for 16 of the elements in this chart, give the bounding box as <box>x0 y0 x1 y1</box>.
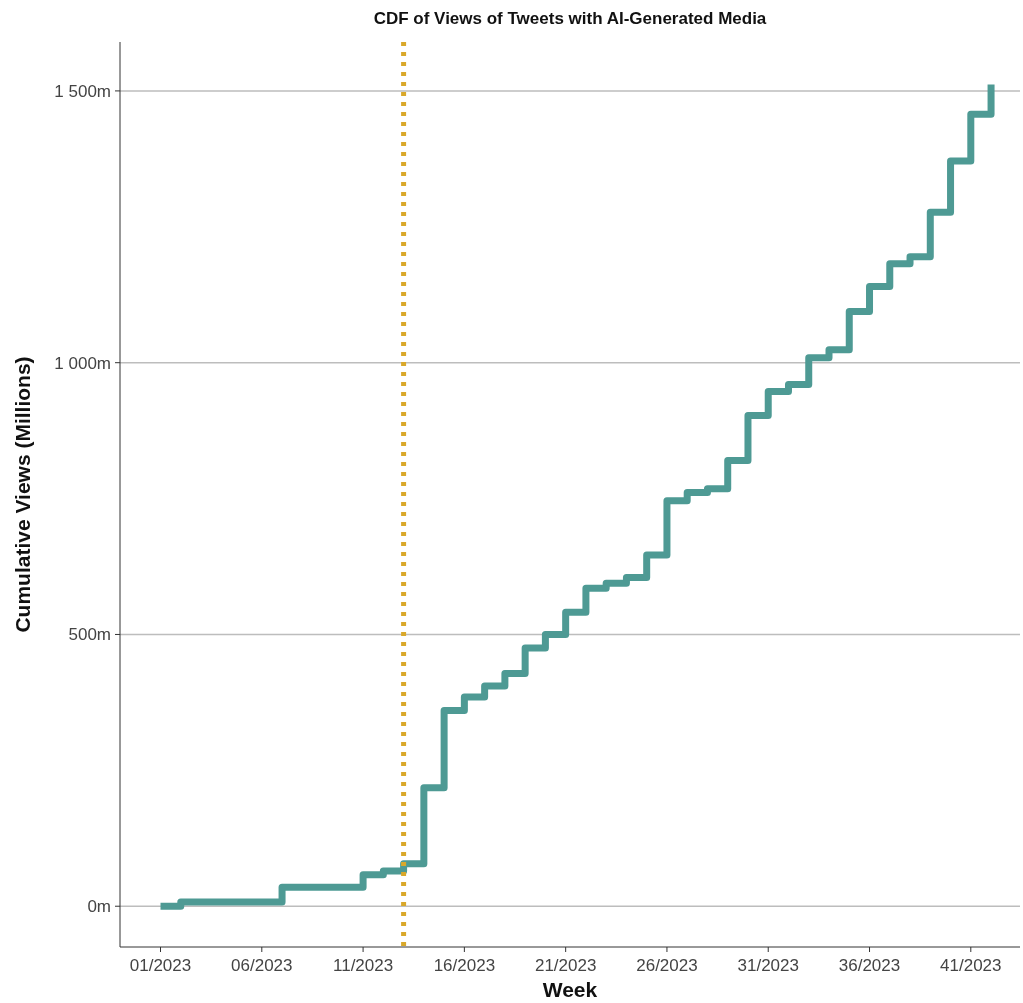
y-tick-label: 0m <box>87 897 111 917</box>
x-tick-label: 31/2023 <box>737 956 799 975</box>
y-tick-label: 1 500m <box>54 81 111 101</box>
x-tick-label: 21/2023 <box>534 956 597 975</box>
y-tick-label: 1 000m <box>54 353 111 373</box>
x-tick-label: 16/2023 <box>433 956 496 975</box>
y-tick-label: 500m <box>68 625 111 645</box>
x-tick-label: 36/2023 <box>838 956 901 975</box>
x-axis-title: Week <box>542 978 598 1001</box>
x-tick-label: 41/2023 <box>940 956 1002 975</box>
x-tick-label: 01/2023 <box>129 956 192 975</box>
chart-title: CDF of Views of Tweets with AI-Generated Media <box>373 9 767 28</box>
y-axis-title: Cumulative Views (Millions) <box>11 356 34 633</box>
x-tick-label: 26/2023 <box>636 956 698 975</box>
x-tick-label: 11/2023 <box>332 956 394 975</box>
x-tick-label: 06/2023 <box>231 956 293 975</box>
